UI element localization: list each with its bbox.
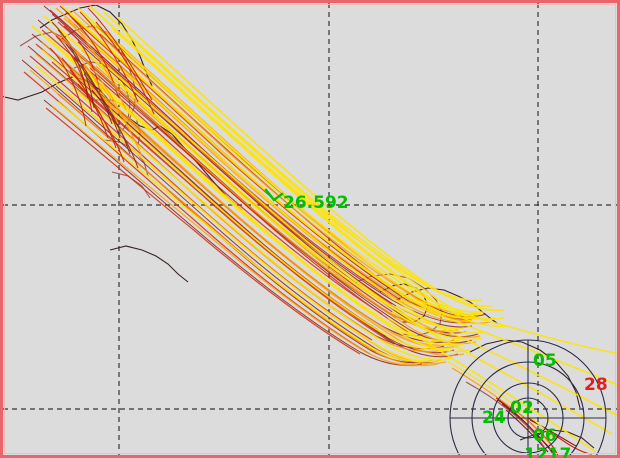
coastline	[469, 339, 581, 409]
coastline	[519, 429, 595, 449]
range-rings	[449, 339, 607, 455]
track-tail-tangle	[447, 361, 593, 455]
intensity-pointer-icon	[264, 188, 284, 202]
coastline	[109, 245, 189, 283]
coastline	[39, 4, 153, 87]
ensemble-cluster-northwest	[49, 7, 155, 169]
coastline-soft	[19, 31, 65, 47]
coastline	[3, 76, 243, 211]
